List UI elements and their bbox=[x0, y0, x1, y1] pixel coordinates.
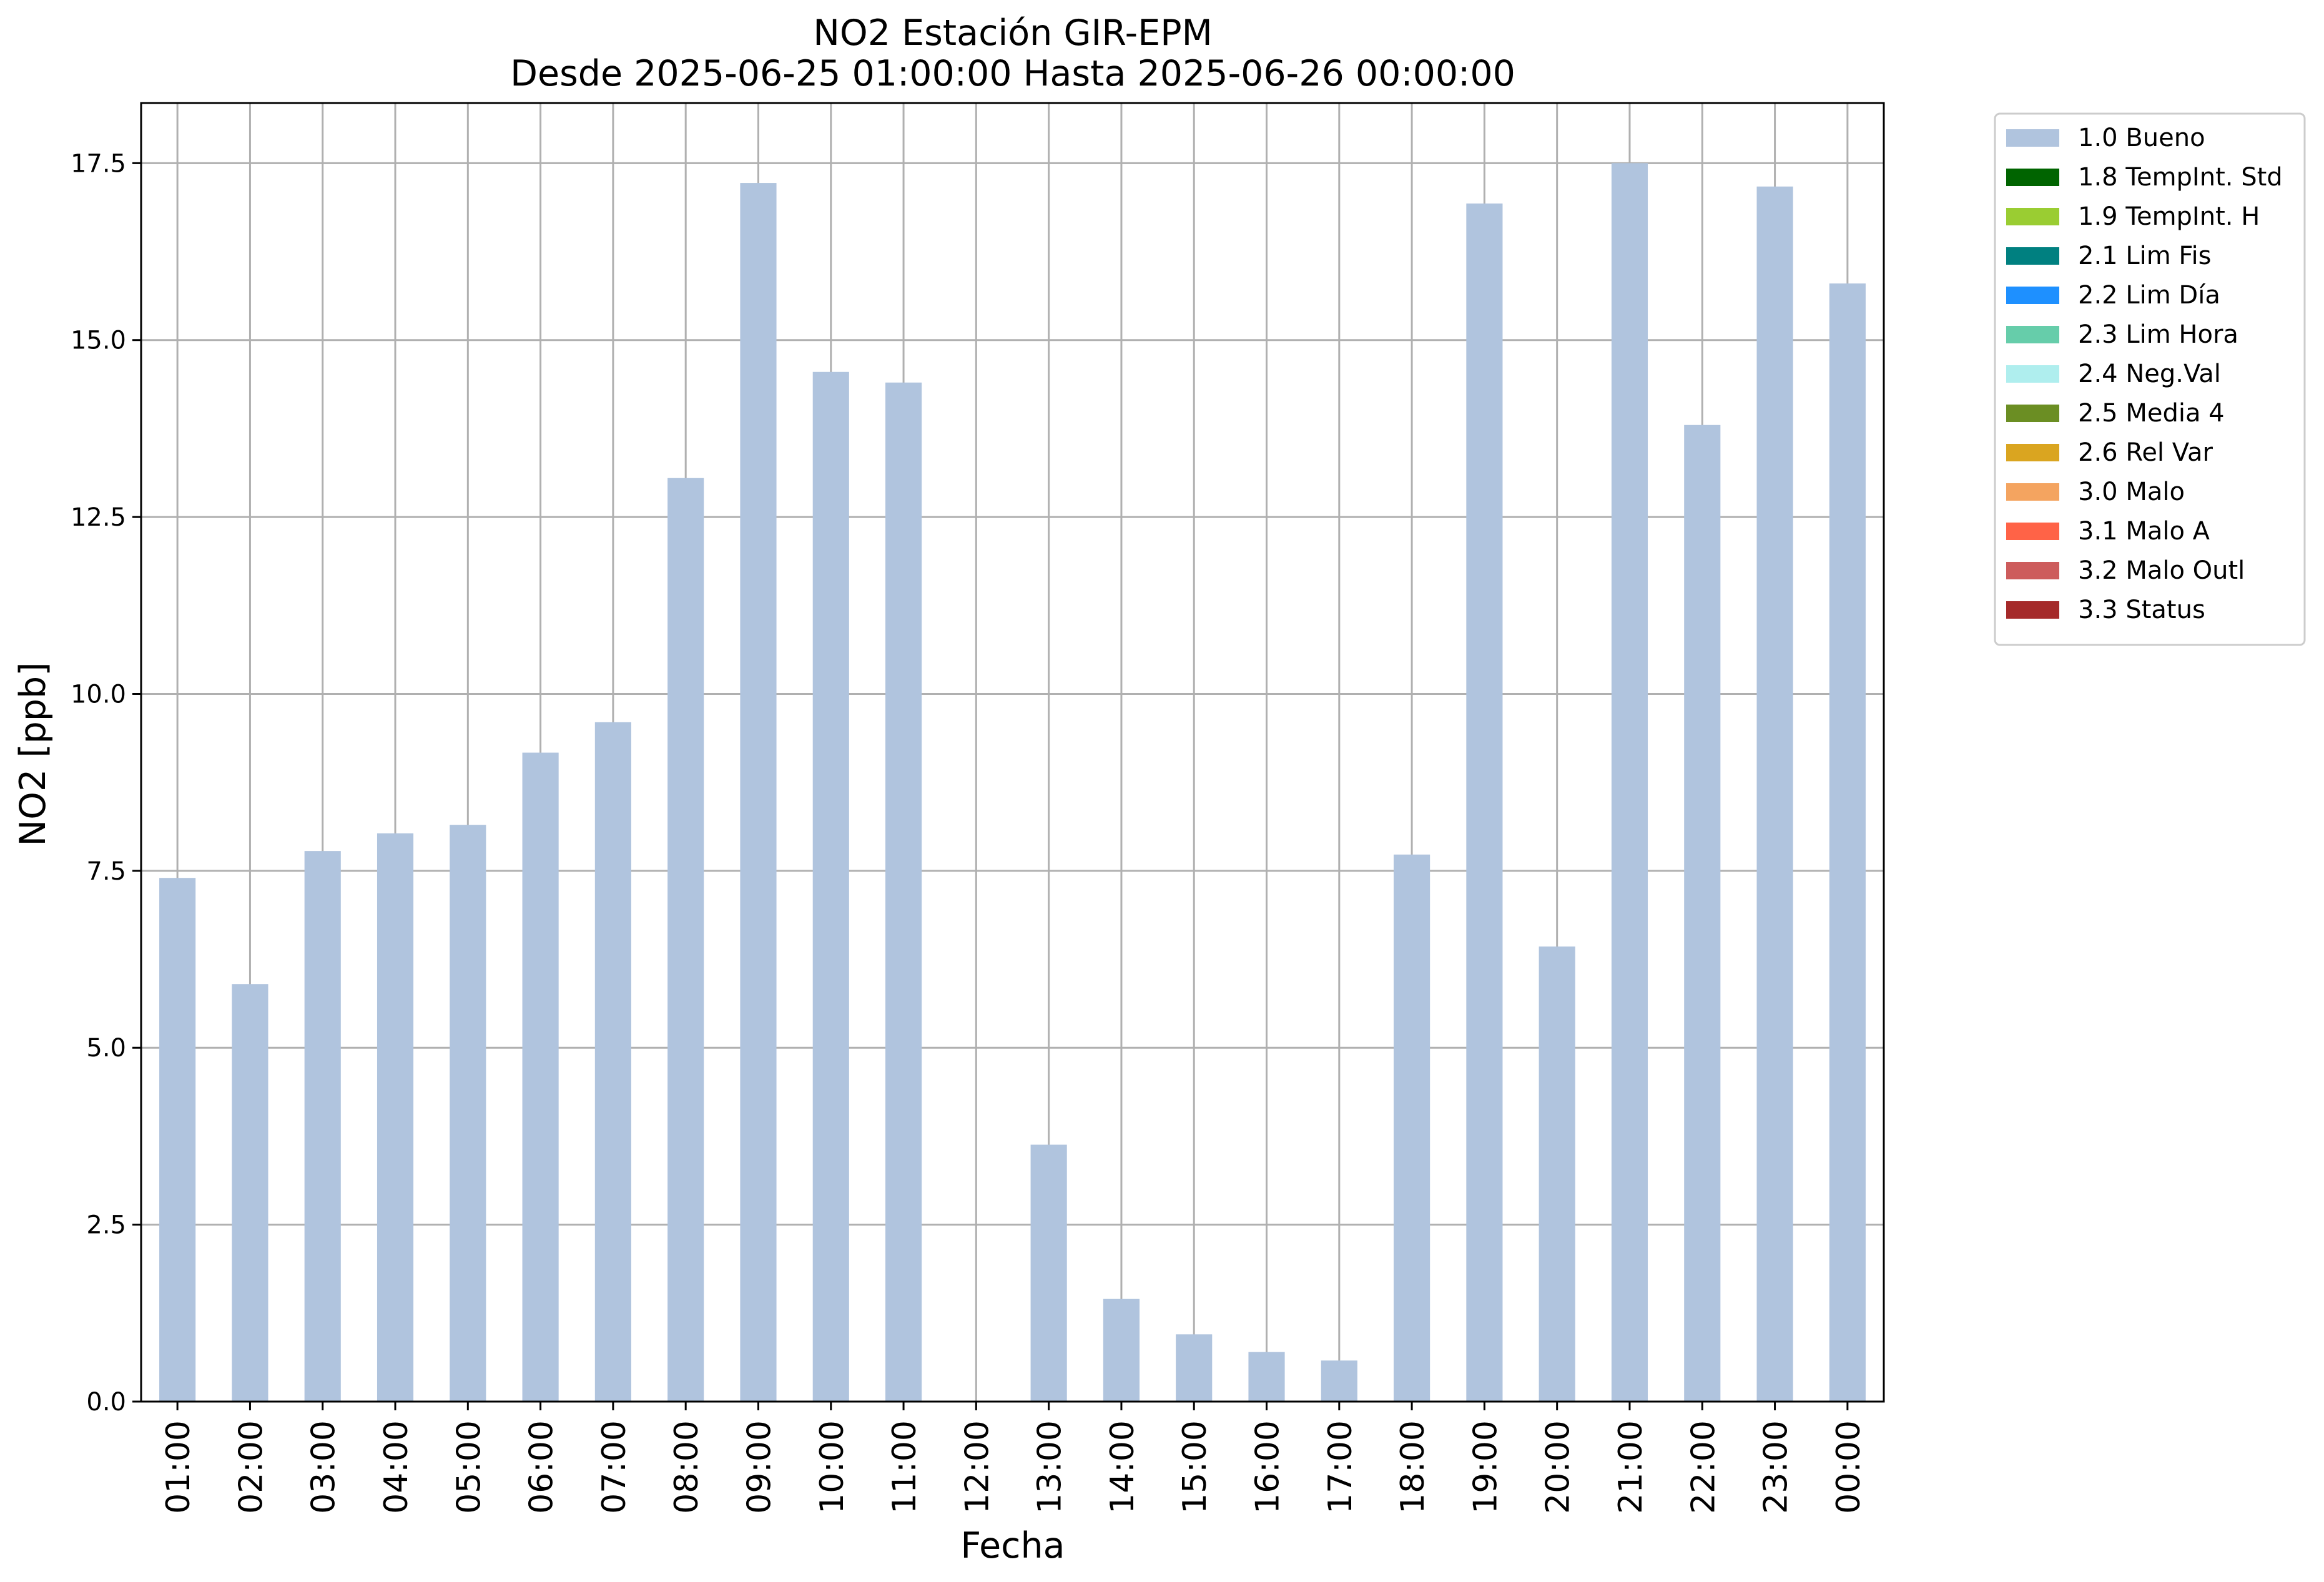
legend-swatch bbox=[2006, 208, 2059, 225]
legend-swatch bbox=[2006, 365, 2059, 383]
y-tick-label: 2.5 bbox=[86, 1211, 126, 1240]
bar-1000 bbox=[812, 371, 849, 1402]
y-tick-label: 5.0 bbox=[86, 1034, 126, 1063]
legend-label: 3.2 Malo Outl bbox=[2078, 556, 2245, 585]
x-tick-label: 07:00 bbox=[596, 1420, 633, 1514]
legend-swatch bbox=[2006, 287, 2059, 304]
legend-swatch bbox=[2006, 247, 2059, 265]
x-tick-label: 08:00 bbox=[668, 1420, 706, 1514]
legend-label: 2.2 Lim Día bbox=[2078, 281, 2220, 310]
bar-1300 bbox=[1030, 1144, 1067, 1402]
legend-label: 3.0 Malo bbox=[2078, 478, 2185, 506]
bar-1900 bbox=[1466, 203, 1503, 1402]
x-tick-label: 03:00 bbox=[305, 1420, 343, 1514]
x-tick-label: 09:00 bbox=[741, 1420, 778, 1514]
legend-label: 2.6 Rel Var bbox=[2078, 438, 2213, 467]
y-tick-label: 0.0 bbox=[86, 1388, 126, 1417]
legend-swatch bbox=[2006, 483, 2059, 501]
y-axis-ticks: 0.0 2.5 5.0 7.5 10.0 12.5 15.0 17.5 bbox=[71, 149, 141, 1417]
x-tick-label: 19:00 bbox=[1467, 1420, 1504, 1514]
legend-label: 1.0 Bueno bbox=[2078, 124, 2205, 152]
bars bbox=[159, 163, 1866, 1402]
x-tick-label: 16:00 bbox=[1249, 1420, 1287, 1514]
x-tick-label: 17:00 bbox=[1322, 1420, 1359, 1514]
x-tick-label: 15:00 bbox=[1176, 1420, 1214, 1514]
y-tick-label: 15.0 bbox=[71, 327, 126, 355]
x-tick-label: 21:00 bbox=[1612, 1420, 1650, 1514]
legend-swatch bbox=[2006, 444, 2059, 461]
x-axis-label: Fecha bbox=[960, 1525, 1065, 1566]
legend-label: 3.1 Malo A bbox=[2078, 517, 2210, 546]
bar-0300 bbox=[304, 851, 341, 1402]
legend-swatch bbox=[2006, 523, 2059, 540]
legend-label: 1.9 TempInt. H bbox=[2078, 202, 2260, 231]
legend-label: 2.4 Neg.Val bbox=[2078, 360, 2221, 388]
y-tick-label: 7.5 bbox=[86, 857, 126, 886]
bar-1400 bbox=[1103, 1299, 1140, 1402]
x-tick-label: 06:00 bbox=[523, 1420, 561, 1514]
x-tick-label: 00:00 bbox=[1830, 1420, 1868, 1514]
bar-2100 bbox=[1611, 163, 1648, 1402]
y-tick-label: 17.5 bbox=[71, 149, 126, 178]
y-tick-label: 12.5 bbox=[71, 503, 126, 532]
legend-label: 3.3 Status bbox=[2078, 596, 2205, 624]
bar-1600 bbox=[1248, 1352, 1285, 1402]
plot-area-frame bbox=[140, 102, 1885, 1403]
x-tick-label: 12:00 bbox=[958, 1420, 996, 1514]
y-tick-label: 10.0 bbox=[71, 680, 126, 709]
legend-swatch bbox=[2006, 169, 2059, 186]
bar-1800 bbox=[1394, 854, 1430, 1402]
legend-label: 1.8 TempInt. Std bbox=[2078, 163, 2283, 192]
y-axis-label: NO2 [ppb] bbox=[12, 662, 54, 847]
x-tick-label: 22:00 bbox=[1685, 1420, 1722, 1514]
bar-0000 bbox=[1829, 283, 1866, 1402]
x-tick-label: 10:00 bbox=[814, 1420, 851, 1514]
chart-title: NO2 Estación GIR-EPM bbox=[813, 12, 1213, 54]
legend-label: 2.5 Media 4 bbox=[2078, 399, 2225, 428]
bar-0700 bbox=[594, 722, 631, 1402]
x-tick-label: 02:00 bbox=[232, 1420, 270, 1514]
x-axis-ticks: 01:00 02:00 03:00 04:00 05:00 06:00 07:00 08:00… bbox=[160, 1402, 1868, 1514]
legend-swatch bbox=[2006, 601, 2059, 619]
bar-0800 bbox=[667, 478, 704, 1402]
legend-swatch bbox=[2006, 129, 2059, 147]
x-tick-label: 23:00 bbox=[1758, 1420, 1795, 1514]
chart-subtitle: Desde 2025-06-25 01:00:00 Hasta 2025-06-… bbox=[510, 53, 1515, 94]
bar-1100 bbox=[885, 382, 922, 1402]
x-tick-label: 01:00 bbox=[160, 1420, 197, 1514]
x-tick-label: 13:00 bbox=[1032, 1420, 1069, 1514]
x-tick-label: 20:00 bbox=[1540, 1420, 1577, 1514]
legend-swatch bbox=[2006, 562, 2059, 579]
bar-2000 bbox=[1539, 946, 1575, 1402]
x-tick-label: 05:00 bbox=[450, 1420, 488, 1514]
x-tick-label: 18:00 bbox=[1394, 1420, 1432, 1514]
bar-0500 bbox=[450, 825, 486, 1402]
bar-2200 bbox=[1684, 425, 1721, 1402]
bar-1500 bbox=[1176, 1334, 1213, 1402]
bar-0900 bbox=[740, 183, 777, 1402]
legend-box bbox=[1994, 112, 2306, 646]
bar-0100 bbox=[159, 878, 196, 1402]
x-tick-label: 14:00 bbox=[1104, 1420, 1141, 1514]
x-tick-label: 04:00 bbox=[378, 1420, 415, 1514]
legend-swatch bbox=[2006, 326, 2059, 343]
bar-0200 bbox=[232, 984, 268, 1402]
bar-2300 bbox=[1756, 186, 1793, 1402]
x-tick-label: 11:00 bbox=[886, 1420, 923, 1514]
legend: 1.0 Bueno 1.8 TempInt. Std 1.9 TempInt. H 2… bbox=[1994, 112, 2306, 646]
legend-label: 2.1 Lim Fis bbox=[2078, 242, 2211, 270]
bar-0600 bbox=[522, 752, 559, 1402]
bar-1700 bbox=[1321, 1360, 1357, 1402]
legend-swatch bbox=[2006, 405, 2059, 422]
bar-0400 bbox=[377, 833, 414, 1402]
legend-label: 2.3 Lim Hora bbox=[2078, 320, 2238, 349]
